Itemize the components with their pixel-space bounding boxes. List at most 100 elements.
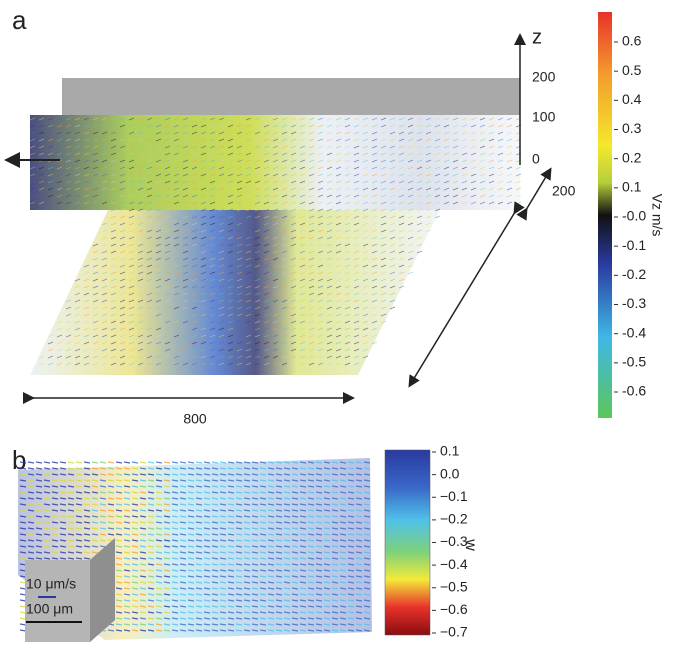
vector (211, 587, 219, 590)
vector (251, 533, 259, 536)
vector (326, 306, 333, 310)
vector (254, 194, 261, 198)
vector (331, 485, 339, 488)
vector (203, 569, 211, 572)
vector (243, 461, 251, 464)
vector (128, 362, 135, 366)
vector (101, 152, 108, 156)
vector (155, 306, 162, 310)
vector (331, 521, 339, 524)
vector (187, 521, 195, 524)
vector (363, 557, 371, 560)
vector (209, 320, 216, 324)
vector (38, 362, 45, 366)
vector (263, 257, 270, 261)
vector (227, 569, 235, 572)
vector (219, 575, 227, 578)
vector (187, 575, 195, 578)
vector (326, 362, 333, 366)
vector (227, 473, 235, 476)
vector (283, 569, 291, 572)
vector (65, 138, 72, 142)
vector (218, 362, 225, 366)
vector (283, 593, 291, 596)
vector (245, 306, 252, 310)
vector (488, 138, 495, 142)
vector (35, 515, 43, 518)
vector (263, 306, 270, 310)
vector (74, 173, 81, 177)
vector (254, 180, 261, 184)
vector (131, 575, 139, 578)
vector (398, 194, 405, 198)
vector (353, 292, 360, 296)
vector (281, 341, 288, 345)
vector (227, 208, 234, 212)
vector (227, 362, 234, 366)
vector (203, 461, 211, 464)
vector (227, 575, 235, 578)
vector (331, 629, 339, 632)
vector (272, 208, 279, 212)
vector (101, 327, 108, 331)
vector (355, 557, 363, 560)
vector (107, 515, 115, 518)
vector (155, 292, 162, 296)
vector (362, 250, 369, 254)
vector (236, 145, 243, 149)
vector (281, 187, 288, 191)
vector (137, 313, 144, 317)
vector (254, 124, 261, 128)
vector (347, 557, 355, 560)
vector (283, 551, 291, 554)
vector (56, 348, 63, 352)
vector (416, 180, 423, 184)
vector (209, 292, 216, 296)
vector (187, 497, 195, 500)
vector (195, 467, 203, 470)
vector (267, 593, 275, 596)
vector (29, 124, 36, 128)
vector (259, 533, 267, 536)
vector (219, 545, 227, 548)
vector (353, 180, 360, 184)
vector (119, 152, 126, 156)
vector (281, 117, 288, 121)
depth-arrow (516, 167, 552, 221)
vector (128, 236, 135, 240)
vector (290, 117, 297, 121)
vector (155, 623, 163, 626)
vector (263, 145, 270, 149)
vector (363, 551, 371, 554)
vector (218, 208, 225, 212)
vector (43, 473, 51, 476)
vector (164, 124, 171, 128)
vector (99, 473, 107, 476)
vector (56, 166, 63, 170)
vector (155, 587, 163, 590)
vector (425, 145, 432, 149)
vector (461, 187, 468, 191)
vector (263, 250, 270, 254)
vector (65, 131, 72, 135)
vector (147, 593, 155, 596)
vector (363, 515, 371, 518)
vector (59, 491, 67, 494)
vector (290, 187, 297, 191)
vector (281, 243, 288, 247)
vector (331, 593, 339, 596)
vector (131, 461, 139, 464)
vector (235, 575, 243, 578)
vector (119, 327, 126, 331)
vector (299, 159, 306, 163)
colorbar-tick-label: -0.2 (622, 266, 646, 282)
vector (171, 563, 179, 566)
vector (291, 515, 299, 518)
vector (323, 551, 331, 554)
vector (416, 145, 423, 149)
vector (245, 341, 252, 345)
vector (155, 362, 162, 366)
colorbar-tick-label: 0.5 (622, 62, 642, 78)
colorbar-tick-label: −0.2 (440, 511, 468, 527)
vector (307, 557, 315, 560)
